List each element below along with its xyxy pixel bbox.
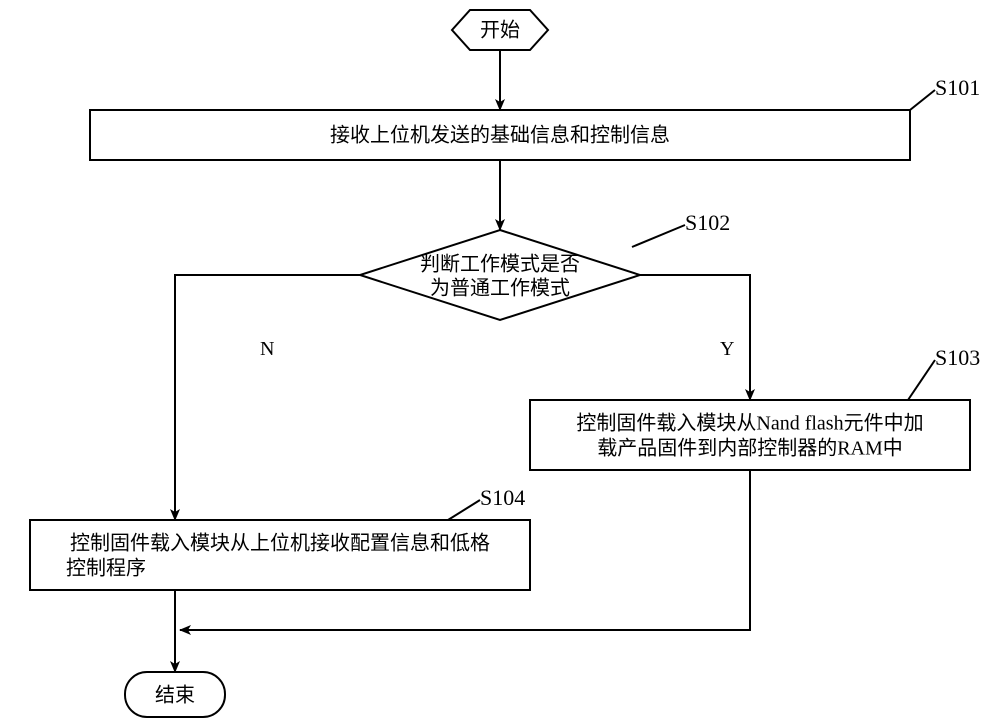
s102-text-1: 判断工作模式是否 — [420, 253, 580, 276]
node-s104: 控制固件载入模块从上位机接收配置信息和低格 控制程序 S104 — [30, 485, 530, 590]
node-start: 开始 — [452, 10, 548, 50]
s104-leader — [448, 500, 480, 520]
s103-label: S103 — [935, 345, 980, 370]
s104-label: S104 — [480, 485, 525, 510]
s103-text-2: 载产品固件到内部控制器的RAM中 — [597, 437, 903, 460]
s102-label: S102 — [685, 210, 730, 235]
start-text: 开始 — [480, 19, 520, 42]
s104-text-1: 控制固件载入模块从上位机接收配置信息和低格 — [70, 532, 490, 555]
end-text: 结束 — [155, 684, 195, 707]
s103-leader — [908, 360, 935, 400]
s102-text-2: 为普通工作模式 — [430, 277, 570, 300]
node-s101: 接收上位机发送的基础信息和控制信息 S101 — [90, 75, 980, 160]
s101-text: 接收上位机发送的基础信息和控制信息 — [330, 124, 670, 147]
s104-text-2: 控制程序 — [66, 557, 146, 580]
s101-label: S101 — [935, 75, 980, 100]
s102-leader — [632, 225, 685, 247]
edge-y-label: Y — [720, 338, 734, 360]
s101-leader — [910, 90, 935, 110]
node-s103: 控制固件载入模块从Nand flash元件中加 载产品固件到内部控制器的RAM中… — [530, 345, 980, 470]
node-s102: 判断工作模式是否 为普通工作模式 S102 — [360, 210, 730, 320]
edge-n-label: N — [260, 338, 274, 360]
edge-s102-s104 — [175, 275, 360, 520]
node-end: 结束 — [125, 672, 225, 717]
s103-text-1: 控制固件载入模块从Nand flash元件中加 — [576, 412, 923, 435]
